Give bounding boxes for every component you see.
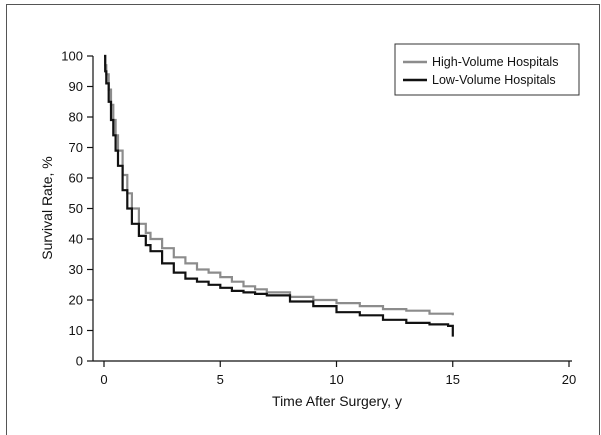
x-ticks: 0 5 10 15 20 (100, 361, 576, 387)
y-tick-label: 10 (69, 323, 83, 338)
axes (92, 56, 572, 362)
y-tick-label: 60 (69, 171, 83, 186)
legend-label-high-volume: High-Volume Hospitals (432, 55, 558, 69)
legend: High-Volume Hospitals Low-Volume Hospita… (394, 43, 580, 96)
legend-box (394, 43, 580, 96)
y-tick-label: 90 (69, 79, 83, 94)
y-tick-label: 70 (69, 140, 83, 155)
x-tick-label: 0 (100, 372, 107, 387)
y-tick-label: 40 (69, 232, 83, 247)
x-tick-label: 5 (217, 372, 224, 387)
y-tick-label: 100 (61, 49, 83, 64)
y-tick-label: 30 (69, 262, 83, 277)
x-tick-label: 15 (446, 372, 460, 387)
y-tick-label: 50 (69, 201, 83, 216)
y-ticks: 0 10 20 30 40 50 60 70 80 90 100 (61, 49, 93, 369)
figure-border (6, 4, 600, 435)
x-axis-title: Time After Surgery, y (272, 393, 402, 409)
legend-label-low-volume: Low-Volume Hospitals (432, 73, 556, 87)
x-tick-label: 20 (562, 372, 576, 387)
y-tick-label: 20 (69, 293, 83, 308)
y-tick-label: 80 (69, 110, 83, 125)
y-tick-label: 0 (76, 354, 83, 369)
series-line-low-volume-hospitals (104, 54, 454, 337)
series-layer (104, 54, 454, 337)
x-tick-label: 10 (329, 372, 343, 387)
y-axis-title: Survival Rate, % (39, 156, 55, 259)
